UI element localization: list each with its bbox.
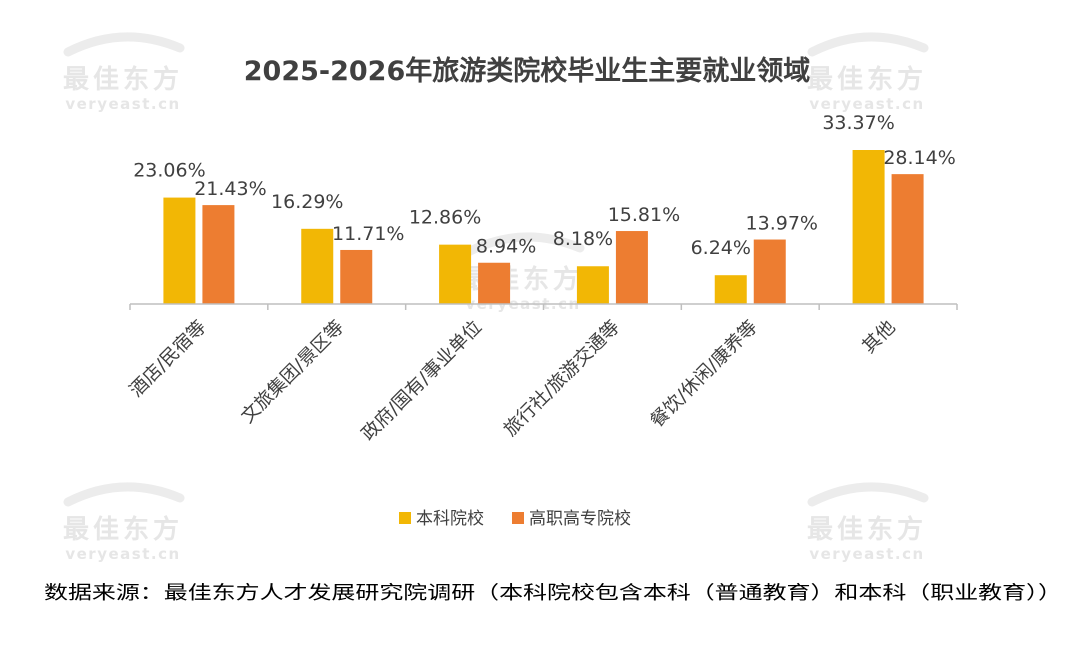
bar-vocational (478, 262, 511, 304)
data-label-vocational: 13.97% (746, 213, 818, 235)
watermark-subtext: veryeast.cn (809, 95, 924, 113)
bar-vocational (753, 239, 786, 304)
bar-vocational (891, 174, 924, 304)
bar-vocational (340, 249, 373, 304)
x-tick-label: 文旅集团/景区等 (237, 317, 348, 428)
bar-bachelor (852, 150, 885, 304)
legend-swatch-vocational (512, 512, 524, 524)
bar-bachelor (576, 266, 609, 304)
x-tick-label: 政府/国有/事业单位 (358, 317, 486, 445)
chart-title: 2025-2026年旅游类院校毕业生主要就业领域 (244, 55, 811, 87)
legend-swatch-bachelor (399, 512, 411, 524)
watermark-swoosh (63, 32, 185, 57)
bar-bachelor (714, 275, 747, 304)
x-axis-categories: 酒店/民宿等 文旅集团/景区等 政府/国有/事业单位 旅行社/旅游交通等 餐饮/休闲/康… (126, 317, 900, 445)
watermark-subtext: veryeast.cn (809, 545, 924, 563)
bars (163, 150, 924, 304)
value-labels: 23.06%21.43%16.29% 11.71%12.86% 8.94% 8.18%… (133, 112, 956, 259)
legend: 本科院校 高职高专院校 (399, 509, 631, 529)
bar-bachelor (301, 228, 334, 304)
data-label-vocational: 15.81% (608, 204, 680, 226)
watermark-swoosh (463, 232, 585, 257)
data-label-vocational: 8.94% (476, 236, 536, 258)
bar-bachelor (439, 244, 472, 304)
watermark-swoosh (807, 482, 929, 507)
data-label-bachelor: 8.18% (553, 228, 613, 250)
legend-label-vocational: 高职高专院校 (529, 509, 631, 529)
data-label-bachelor: 12.86% (409, 207, 481, 229)
data-label-bachelor: 16.29% (271, 191, 343, 213)
watermark-text: 最佳东方 (63, 64, 183, 95)
source-note: 数据来源：最佳东方人才发展研究院调研（本科院校包含本科（普通教育）和本科（职业教… (44, 583, 1062, 604)
data-label-vocational: 28.14% (883, 147, 955, 169)
bar-vocational (202, 205, 235, 304)
watermark-text: 最佳东方 (807, 514, 927, 545)
x-axis-ticks (129, 304, 958, 310)
x-tick-label: 酒店/民宿等 (126, 317, 211, 402)
data-label-vocational: 11.71% (332, 223, 404, 245)
x-tick-label: 其他 (859, 317, 900, 358)
watermark-swoosh (807, 32, 929, 57)
data-label-bachelor: 33.37% (822, 112, 894, 134)
x-tick-label: 餐饮/休闲/康养等 (647, 317, 762, 432)
watermark-swoosh (63, 482, 185, 507)
watermark-subtext: veryeast.cn (65, 545, 180, 563)
bar-bachelor (163, 197, 196, 304)
data-label-bachelor: 6.24% (691, 237, 751, 259)
data-label-vocational: 21.43% (194, 178, 266, 200)
watermark-text: 最佳东方 (63, 514, 183, 545)
watermark-subtext: veryeast.cn (65, 95, 180, 113)
bar-vocational (615, 231, 648, 304)
x-tick-label: 旅行社/旅游交通等 (500, 317, 624, 441)
data-label-bachelor: 23.06% (133, 160, 205, 182)
watermark-text: 最佳东方 (807, 64, 927, 95)
legend-label-bachelor: 本科院校 (416, 509, 484, 529)
